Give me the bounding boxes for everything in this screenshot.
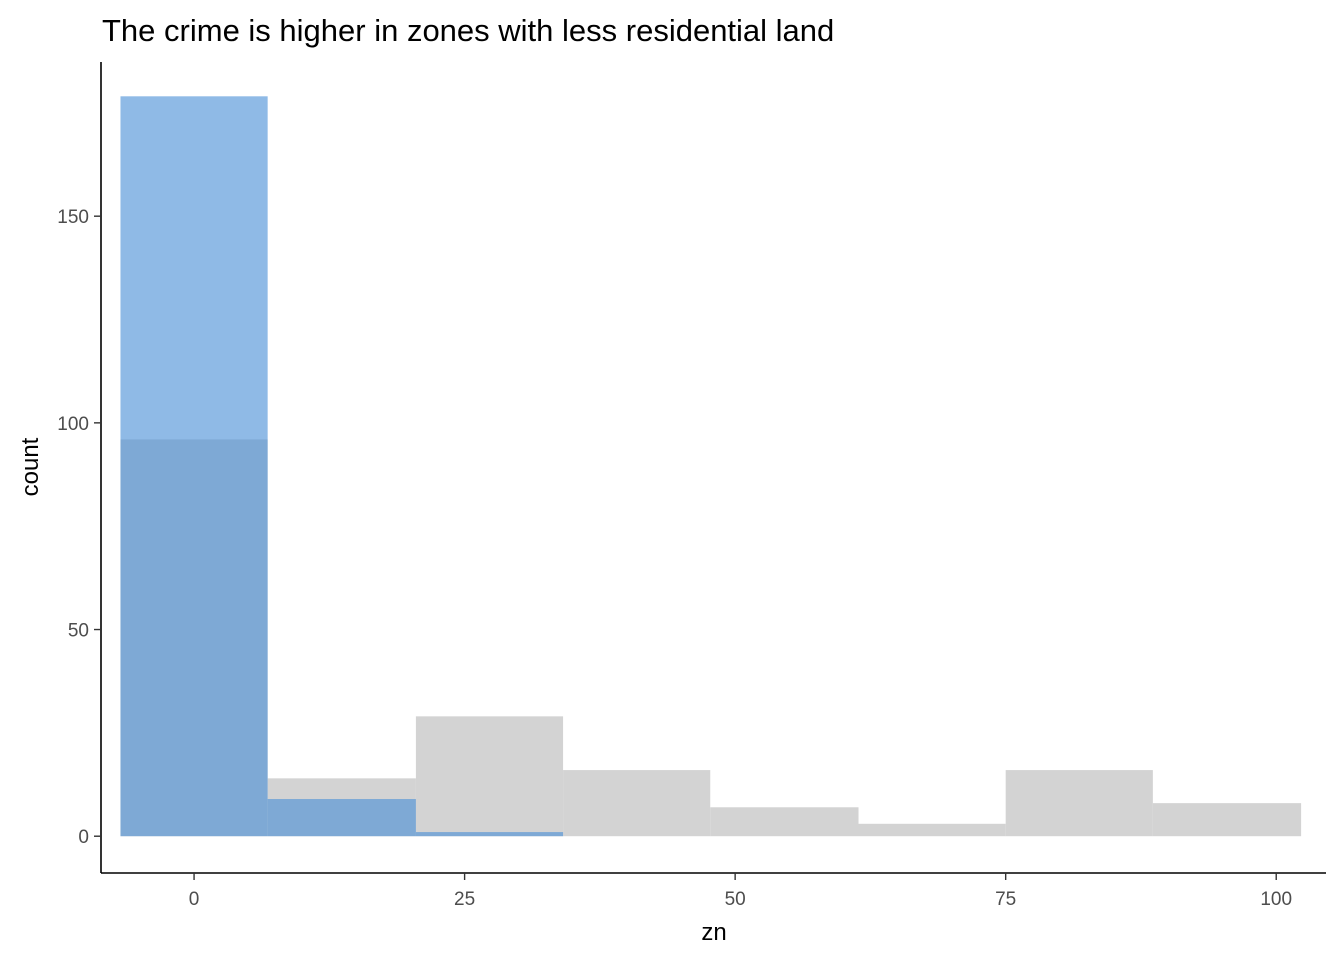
- bars-layer: [120, 96, 1302, 837]
- histogram-bar: [120, 96, 268, 837]
- x-tick-label: 25: [454, 889, 475, 910]
- histogram-bar: [1005, 770, 1153, 837]
- y-axis-title: count: [17, 437, 44, 496]
- x-tick-label: 0: [189, 889, 200, 910]
- y-tick-label: 150: [57, 207, 89, 228]
- chart-title: The crime is higher in zones with less r…: [102, 13, 834, 48]
- histogram-bar: [563, 770, 711, 837]
- y-tick-label: 100: [57, 414, 89, 435]
- y-tick-label: 0: [78, 827, 89, 848]
- y-tick-label: 50: [68, 621, 89, 642]
- histogram-bar: [1152, 803, 1302, 837]
- x-axis-title: zn: [701, 919, 726, 946]
- histogram-bar: [710, 807, 859, 837]
- x-tick-label: 75: [995, 889, 1016, 910]
- histogram-bar: [267, 799, 416, 837]
- y-axis-ticks: 0 50 100 150: [57, 207, 101, 848]
- x-axis-ticks: 0 25 50 75 100: [189, 873, 1292, 910]
- x-tick-label: 100: [1260, 889, 1292, 910]
- histogram-bar: [415, 832, 564, 837]
- histogram-bar: [858, 823, 1006, 837]
- histogram-bar: [415, 716, 564, 837]
- x-tick-label: 50: [725, 889, 746, 910]
